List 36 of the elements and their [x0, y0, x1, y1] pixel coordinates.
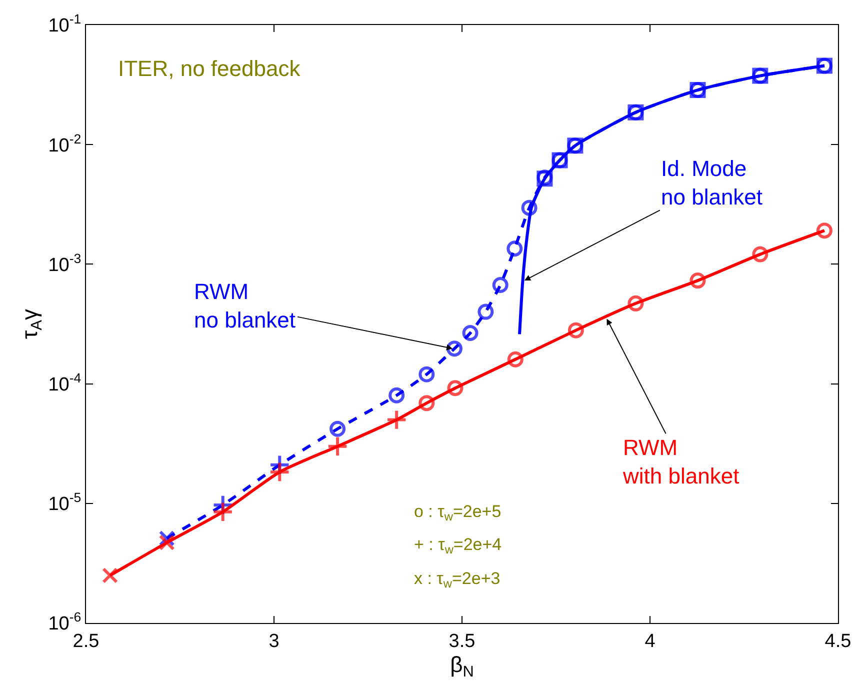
point: [492, 277, 508, 293]
x-tick-label: 4: [644, 630, 656, 652]
point: [568, 322, 584, 338]
point: [521, 200, 538, 216]
point: [506, 240, 523, 257]
y-tick-label: 10$^{-3}$: [48, 250, 82, 276]
point: [628, 295, 644, 312]
point: [446, 340, 462, 357]
point: [478, 304, 494, 320]
annotation: Id. Mode no blanket: [661, 156, 763, 210]
point: [690, 272, 706, 289]
x-tick-label: 3.5: [448, 630, 476, 652]
annotation: o : τ$_{w}$=2e+5: [414, 502, 502, 524]
y-tick-label: 10$^{-4}$: [48, 370, 82, 396]
point: [330, 420, 346, 437]
x-axis-title: β$_{N}$: [450, 652, 474, 680]
annotation: ITER, no feedback: [118, 56, 302, 81]
point: [816, 222, 832, 239]
y-tick-label: 10$^{-5}$: [48, 490, 82, 516]
point: [388, 387, 405, 404]
annotation: + : τ$_{w}$=2e+4: [414, 535, 502, 557]
annotation: RWM with blanket: [622, 435, 740, 489]
point: [158, 534, 175, 551]
point: [418, 366, 435, 382]
point: [447, 380, 464, 396]
point: [462, 324, 478, 341]
annotation: RWM no blanket: [194, 279, 296, 333]
point: [507, 351, 524, 368]
y-tick-label: 10$^{-2}$: [48, 131, 82, 156]
y-tick-label: 10$^{-1}$: [48, 12, 82, 37]
annotation: x : τ$_{w}$=2e+3: [414, 569, 500, 591]
point: [752, 246, 768, 262]
x-tick-label: 3: [268, 630, 280, 652]
point: [418, 395, 435, 412]
point: [102, 567, 118, 584]
x-tick-label: 4.5: [824, 630, 852, 652]
